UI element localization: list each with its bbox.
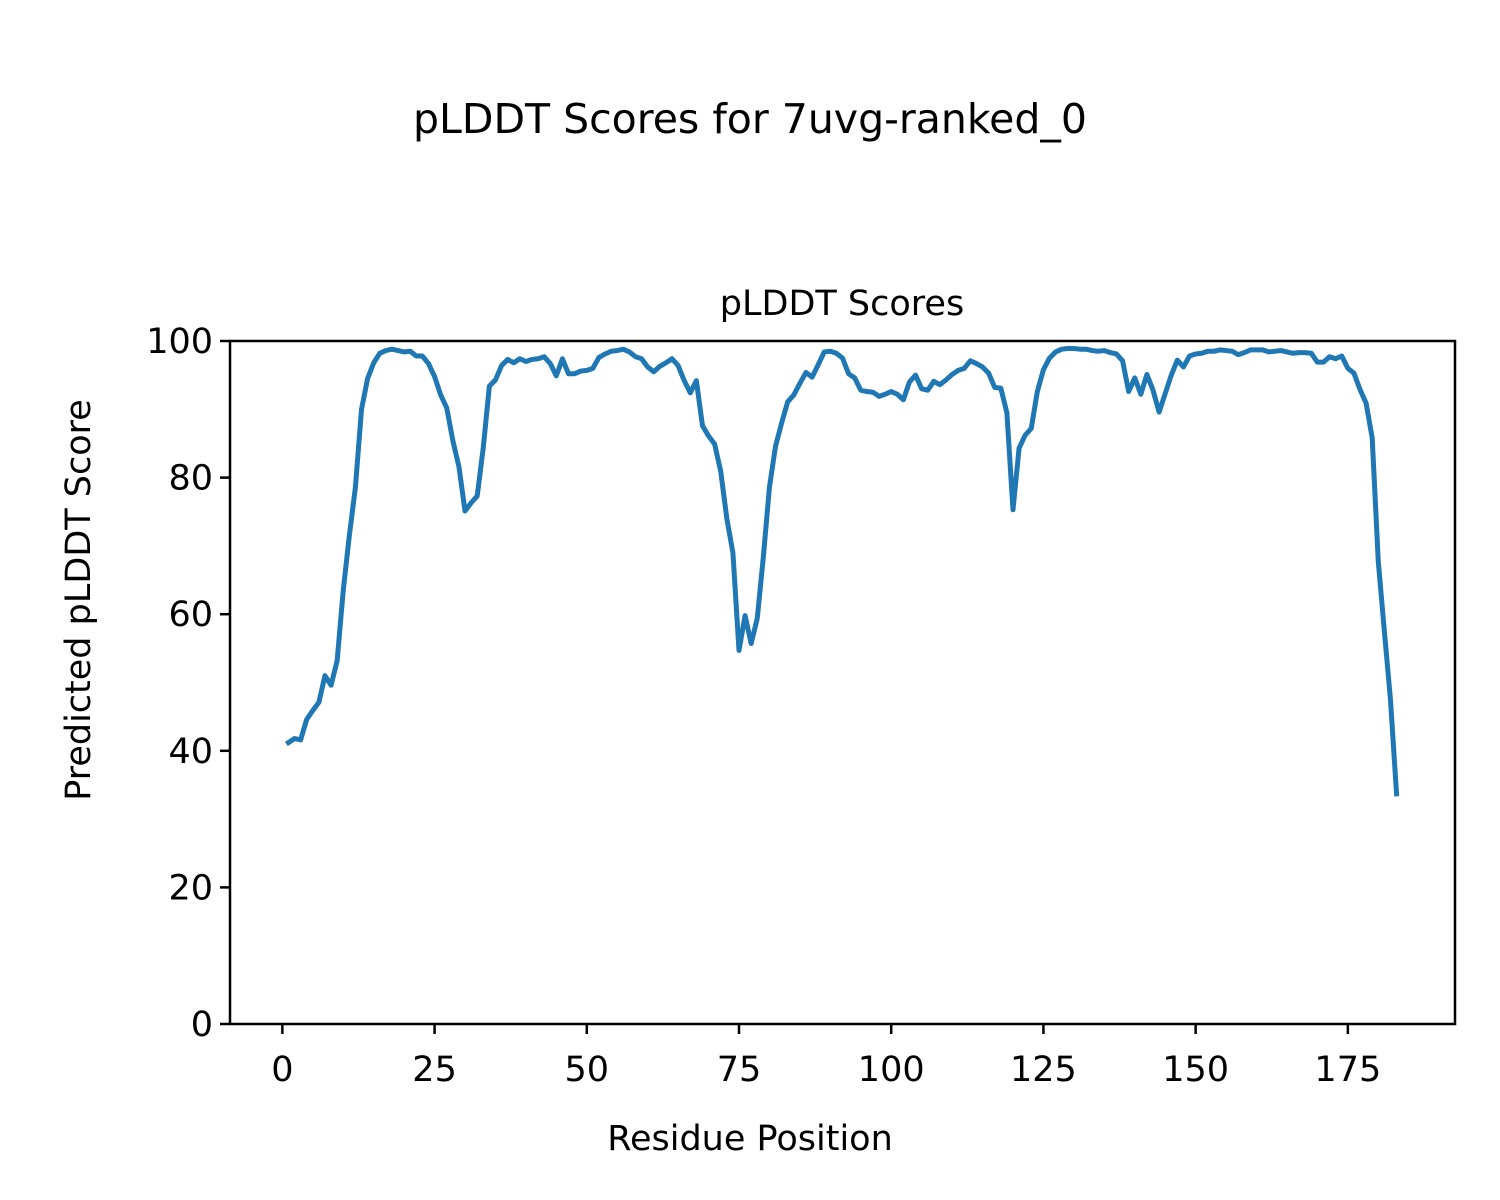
x-tick-label: 100: [858, 1050, 925, 1090]
y-tick-label: 100: [146, 322, 213, 362]
y-tick-label: 20: [168, 868, 213, 908]
x-tick-label: 50: [565, 1050, 610, 1090]
x-tick-label: 175: [1314, 1050, 1381, 1090]
x-axis-label: Residue Position: [607, 1119, 893, 1159]
x-axis-ticks: 0 25 50 75 100 125 150 175: [271, 1024, 1381, 1090]
y-tick-label: 60: [168, 595, 213, 635]
x-tick-label: 125: [1010, 1050, 1077, 1090]
x-tick-label: 150: [1162, 1050, 1229, 1090]
x-tick-label: 25: [412, 1050, 457, 1090]
y-tick-label: 40: [168, 732, 213, 772]
chart-title: pLDDT Scores: [720, 284, 964, 324]
y-axis-label: Predicted pLDDT Score: [59, 399, 99, 801]
figure-suptitle: pLDDT Scores for 7uvg-ranked_0: [413, 95, 1087, 143]
axes-frame: [228, 339, 1457, 1026]
x-tick-label: 75: [717, 1050, 762, 1090]
plot-area: 0 25 50 75 100 125 150 175 0 20 40 60 80 100: [146, 322, 1457, 1090]
y-tick-label: 0: [191, 1005, 213, 1045]
y-tick-label: 80: [168, 459, 213, 499]
y-axis-ticks: 0 20 40 60 80 100: [146, 322, 230, 1045]
plddt-series-line: [284, 346, 1400, 797]
x-tick-label: 0: [271, 1050, 293, 1090]
